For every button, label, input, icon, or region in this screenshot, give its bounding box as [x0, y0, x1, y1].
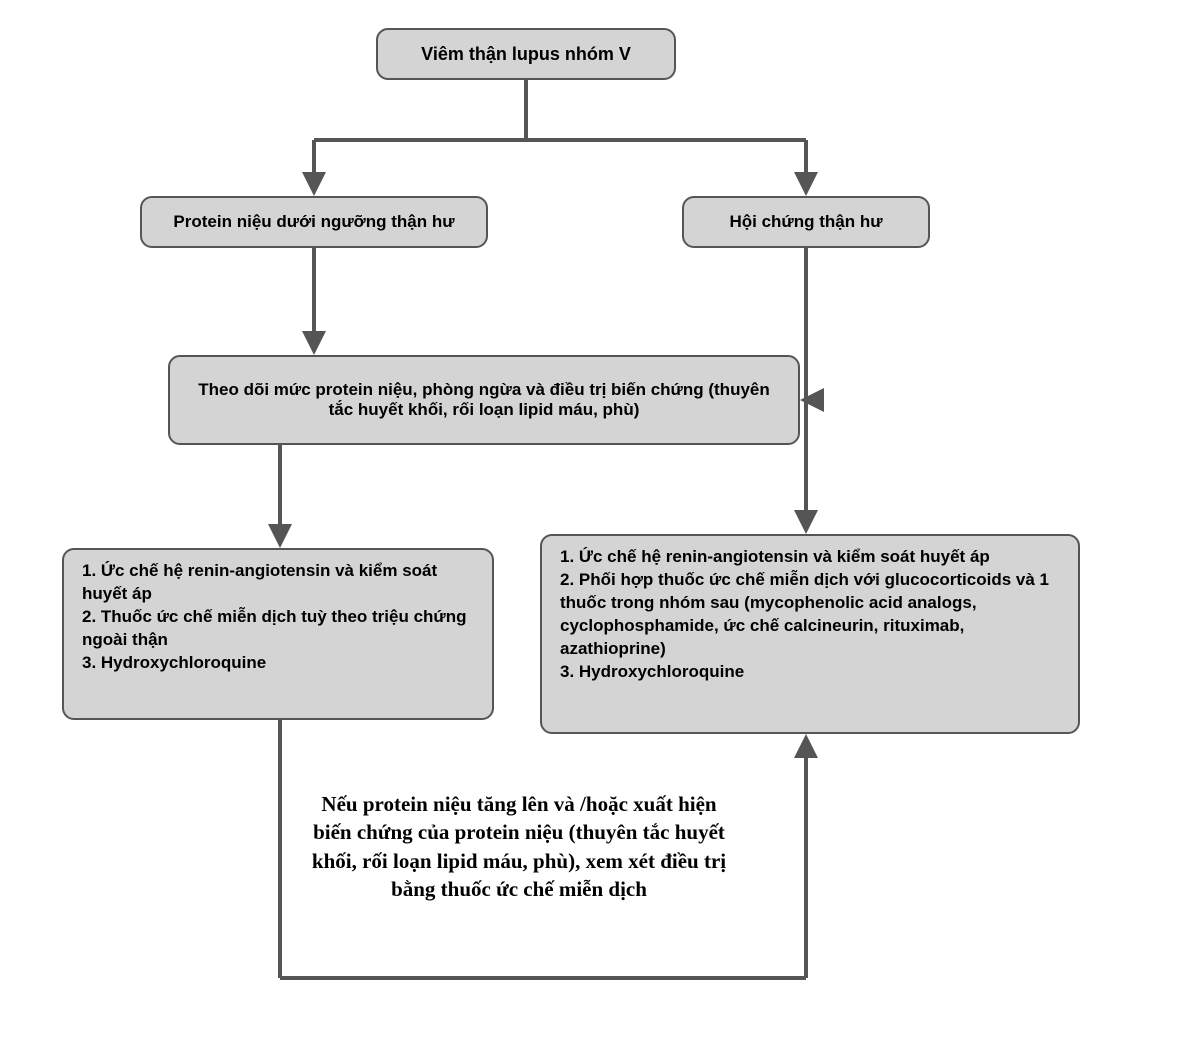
- flow-caption-text: Nếu protein niệu tăng lên và /hoặc xuất …: [312, 792, 726, 901]
- node-right-branch: Hội chứng thận hư: [682, 196, 930, 248]
- node-root-text: Viêm thận lupus nhóm V: [421, 44, 631, 65]
- node-treat-right-text: 1. Ức chế hệ renin-angiotensin và kiểm s…: [560, 546, 1060, 684]
- node-monitor-text: Theo dõi mức protein niệu, phòng ngừa và…: [188, 380, 780, 420]
- node-left-branch: Protein niệu dưới ngưỡng thận hư: [140, 196, 488, 248]
- node-left-branch-text: Protein niệu dưới ngưỡng thận hư: [173, 212, 454, 232]
- node-treat-left-text: 1. Ức chế hệ renin-angiotensin và kiểm s…: [82, 560, 474, 675]
- node-treat-left: 1. Ức chế hệ renin-angiotensin và kiểm s…: [62, 548, 494, 720]
- flow-caption: Nếu protein niệu tăng lên và /hoặc xuất …: [304, 790, 734, 903]
- node-root: Viêm thận lupus nhóm V: [376, 28, 676, 80]
- node-treat-right: 1. Ức chế hệ renin-angiotensin và kiểm s…: [540, 534, 1080, 734]
- node-monitor: Theo dõi mức protein niệu, phòng ngừa và…: [168, 355, 800, 445]
- node-right-branch-text: Hội chứng thận hư: [729, 212, 882, 232]
